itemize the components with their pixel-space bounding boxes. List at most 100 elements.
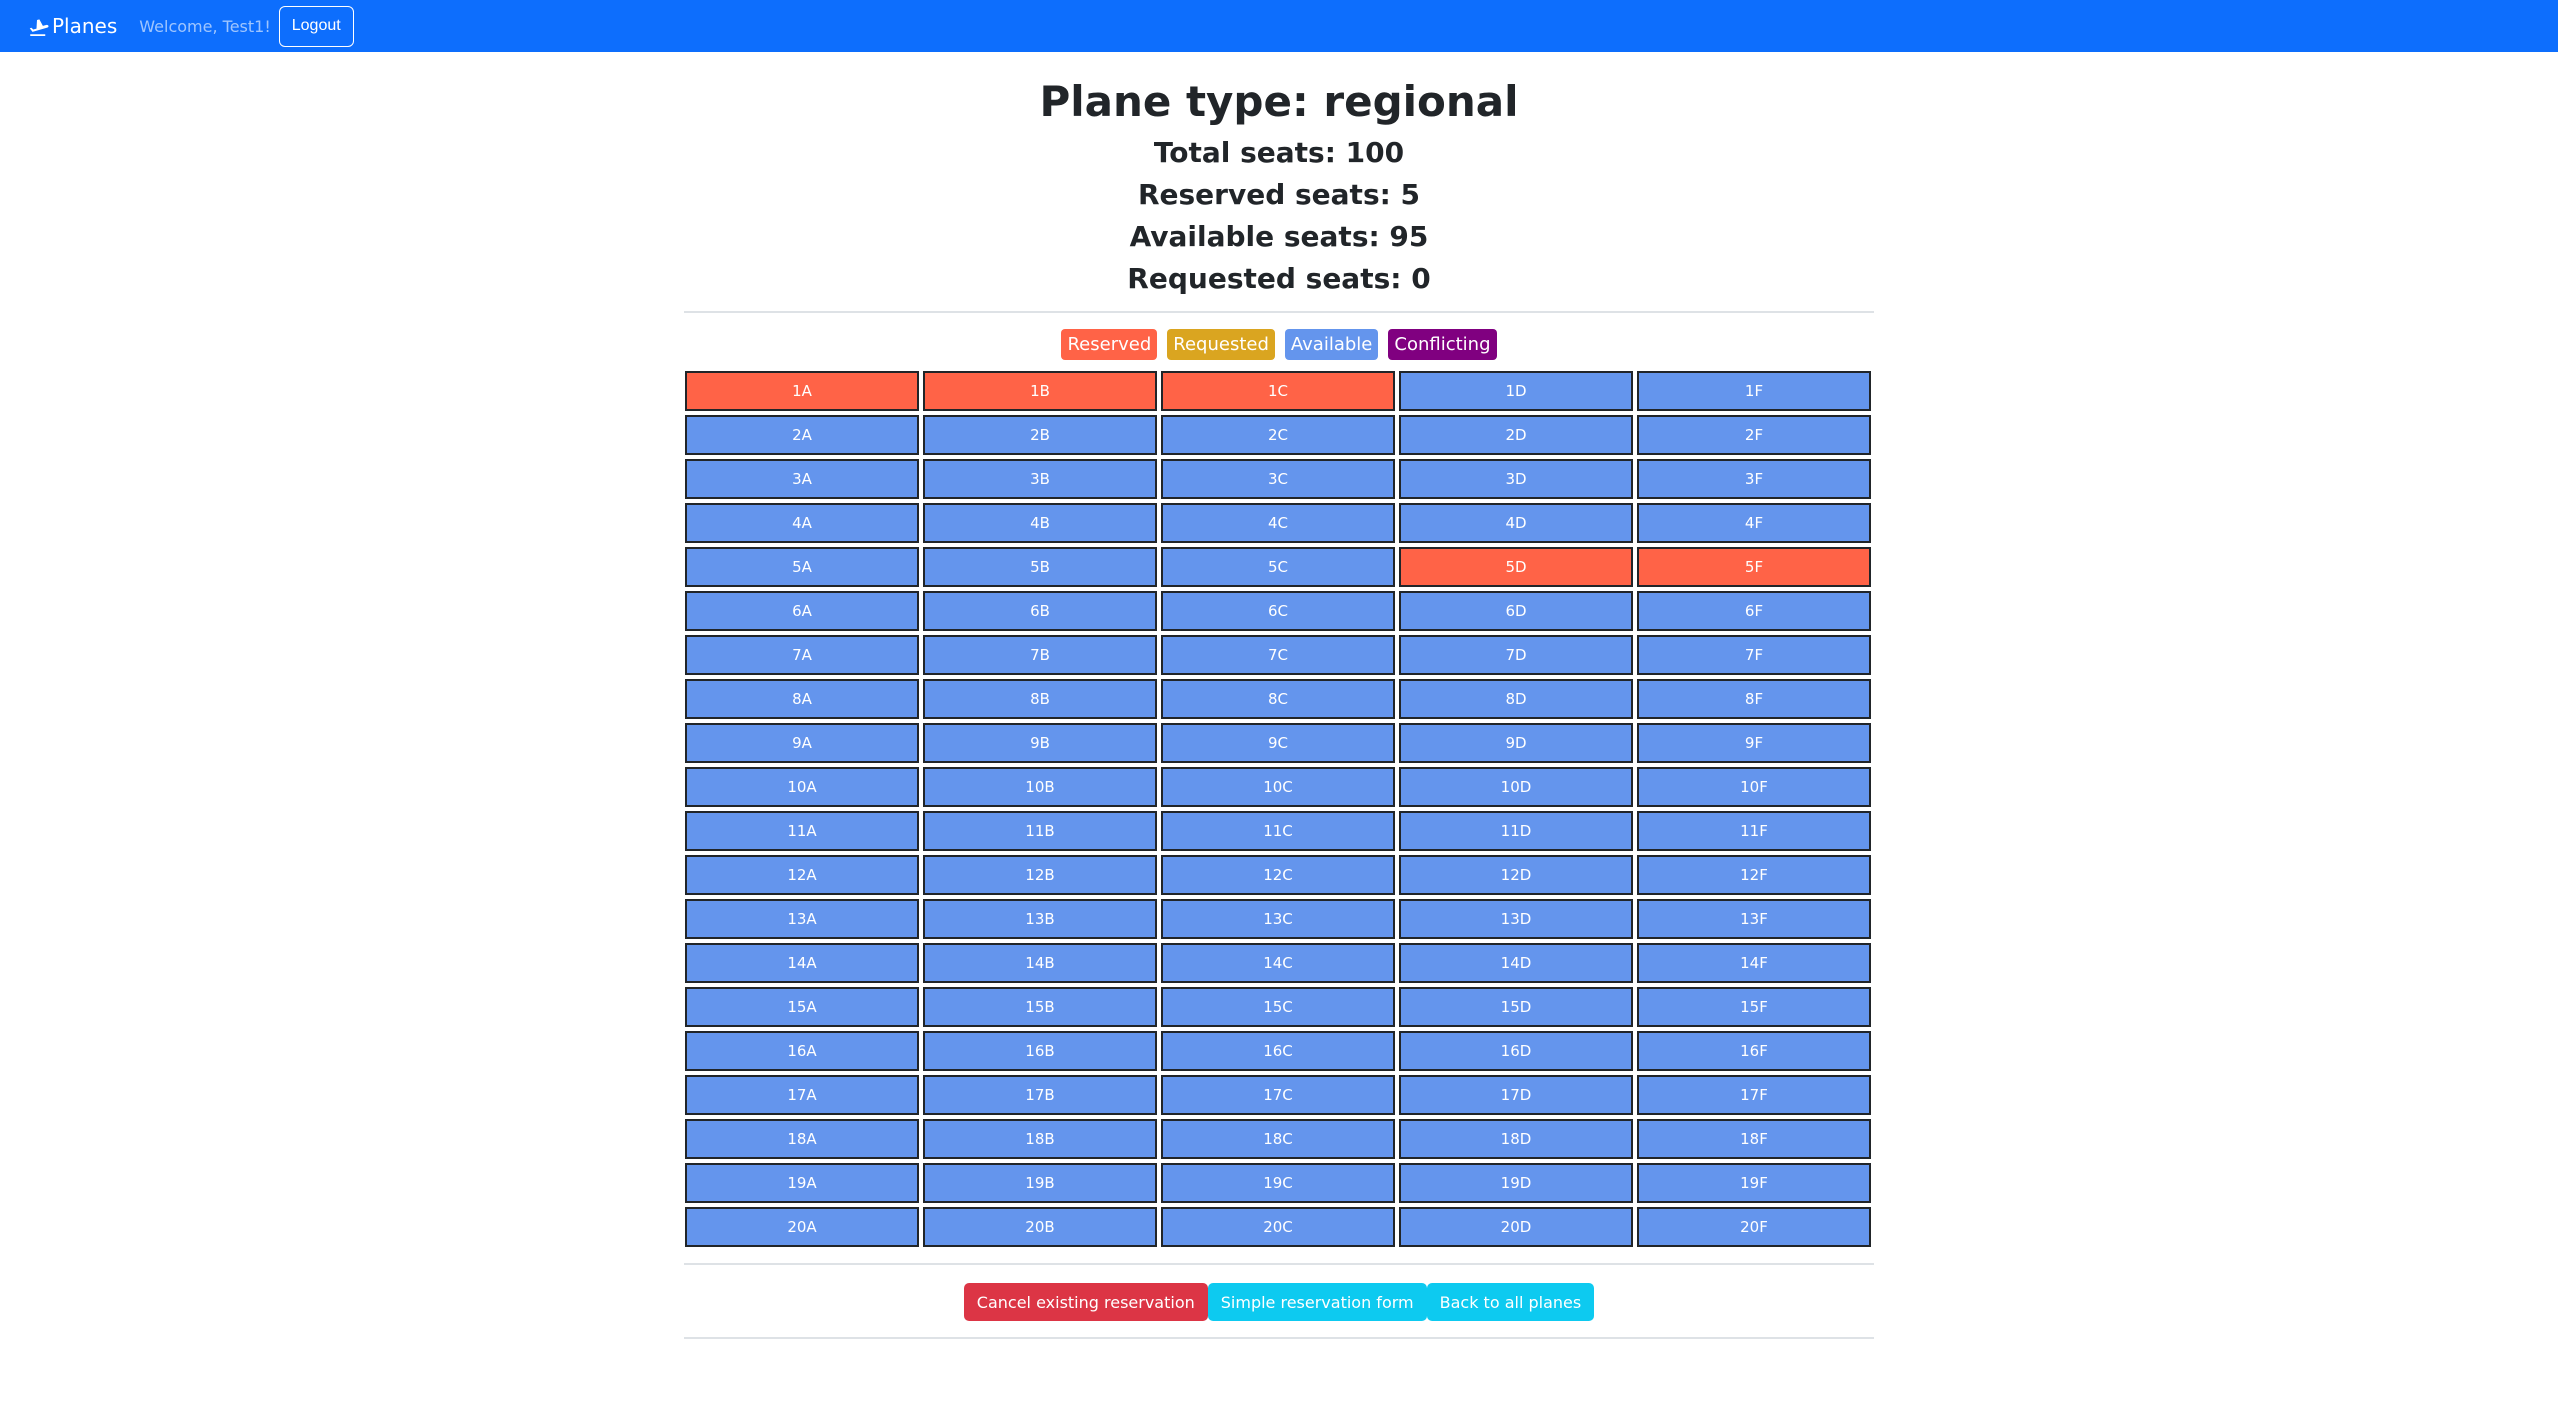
seat-button[interactable]: 16C — [1161, 1031, 1395, 1071]
seat-button[interactable]: 4F — [1637, 503, 1871, 543]
seat-button[interactable]: 1B — [923, 371, 1157, 411]
logout-button[interactable]: Logout — [278, 5, 354, 47]
seat-button[interactable]: 16A — [685, 1031, 919, 1071]
seat-button[interactable]: 12D — [1399, 855, 1633, 895]
seat-button[interactable]: 5F — [1637, 547, 1871, 587]
seat-button[interactable]: 1C — [1161, 371, 1395, 411]
seat-button[interactable]: 18F — [1637, 1119, 1871, 1159]
seat-button[interactable]: 15B — [923, 987, 1157, 1027]
seat-button[interactable]: 20B — [923, 1207, 1157, 1247]
seat-button[interactable]: 13C — [1161, 899, 1395, 939]
seat-button[interactable]: 5D — [1399, 547, 1633, 587]
seat-button[interactable]: 5B — [923, 547, 1157, 587]
seat-button[interactable]: 12A — [685, 855, 919, 895]
back-to-planes-button[interactable]: Back to all planes — [1426, 1283, 1595, 1321]
seat-button[interactable]: 7A — [685, 635, 919, 675]
seat-button[interactable]: 17D — [1399, 1075, 1633, 1115]
seat-button[interactable]: 2A — [685, 415, 919, 455]
seat-button[interactable]: 11B — [923, 811, 1157, 851]
seat-button[interactable]: 8C — [1161, 679, 1395, 719]
seat-button[interactable]: 15C — [1161, 987, 1395, 1027]
seat-button[interactable]: 15A — [685, 987, 919, 1027]
seat-button[interactable]: 8F — [1637, 679, 1871, 719]
seat-button[interactable]: 2C — [1161, 415, 1395, 455]
seat-button[interactable]: 20D — [1399, 1207, 1633, 1247]
seat-button[interactable]: 11A — [685, 811, 919, 851]
seat-button[interactable]: 13F — [1637, 899, 1871, 939]
seat-button[interactable]: 2D — [1399, 415, 1633, 455]
simple-reservation-form-button[interactable]: Simple reservation form — [1207, 1283, 1427, 1321]
seat-button[interactable]: 20C — [1161, 1207, 1395, 1247]
seat-button[interactable]: 10F — [1637, 767, 1871, 807]
seat-button[interactable]: 1A — [685, 371, 919, 411]
seat-button[interactable]: 6C — [1161, 591, 1395, 631]
seat-button[interactable]: 9B — [923, 723, 1157, 763]
seat-button[interactable]: 10C — [1161, 767, 1395, 807]
seat-button[interactable]: 7D — [1399, 635, 1633, 675]
seat-button[interactable]: 15F — [1637, 987, 1871, 1027]
seat-button[interactable]: 12C — [1161, 855, 1395, 895]
seat-button[interactable]: 2B — [923, 415, 1157, 455]
seat-button[interactable]: 14F — [1637, 943, 1871, 983]
cancel-reservation-button[interactable]: Cancel existing reservation — [963, 1283, 1208, 1321]
seat-button[interactable]: 10A — [685, 767, 919, 807]
seat-button[interactable]: 16F — [1637, 1031, 1871, 1071]
seat-button[interactable]: 18A — [685, 1119, 919, 1159]
seat-button[interactable]: 5C — [1161, 547, 1395, 587]
seat-button[interactable]: 18B — [923, 1119, 1157, 1159]
seat-button[interactable]: 3F — [1637, 459, 1871, 499]
seat-button[interactable]: 8B — [923, 679, 1157, 719]
seat-button[interactable]: 18C — [1161, 1119, 1395, 1159]
seat-button[interactable]: 19B — [923, 1163, 1157, 1203]
seat-button[interactable]: 10B — [923, 767, 1157, 807]
seat-button[interactable]: 9F — [1637, 723, 1871, 763]
seat-button[interactable]: 1D — [1399, 371, 1633, 411]
seat-button[interactable]: 16D — [1399, 1031, 1633, 1071]
seat-button[interactable]: 15D — [1399, 987, 1633, 1027]
seat-button[interactable]: 4D — [1399, 503, 1633, 543]
seat-button[interactable]: 11C — [1161, 811, 1395, 851]
seat-button[interactable]: 6A — [685, 591, 919, 631]
seat-button[interactable]: 11F — [1637, 811, 1871, 851]
seat-button[interactable]: 13D — [1399, 899, 1633, 939]
seat-button[interactable]: 14D — [1399, 943, 1633, 983]
seat-button[interactable]: 7B — [923, 635, 1157, 675]
seat-button[interactable]: 8D — [1399, 679, 1633, 719]
seat-button[interactable]: 14A — [685, 943, 919, 983]
seat-button[interactable]: 3B — [923, 459, 1157, 499]
seat-button[interactable]: 12B — [923, 855, 1157, 895]
seat-button[interactable]: 19A — [685, 1163, 919, 1203]
seat-button[interactable]: 19C — [1161, 1163, 1395, 1203]
seat-button[interactable]: 12F — [1637, 855, 1871, 895]
seat-button[interactable]: 19F — [1637, 1163, 1871, 1203]
seat-button[interactable]: 17A — [685, 1075, 919, 1115]
seat-button[interactable]: 18D — [1399, 1119, 1633, 1159]
seat-button[interactable]: 13B — [923, 899, 1157, 939]
seat-button[interactable]: 11D — [1399, 811, 1633, 851]
seat-button[interactable]: 9D — [1399, 723, 1633, 763]
seat-button[interactable]: 16B — [923, 1031, 1157, 1071]
seat-button[interactable]: 3D — [1399, 459, 1633, 499]
seat-button[interactable]: 6F — [1637, 591, 1871, 631]
seat-button[interactable]: 17F — [1637, 1075, 1871, 1115]
brand-link[interactable]: Planes — [29, 14, 117, 38]
seat-button[interactable]: 2F — [1637, 415, 1871, 455]
seat-button[interactable]: 20A — [685, 1207, 919, 1247]
seat-button[interactable]: 20F — [1637, 1207, 1871, 1247]
seat-button[interactable]: 14C — [1161, 943, 1395, 983]
seat-button[interactable]: 6D — [1399, 591, 1633, 631]
seat-button[interactable]: 13A — [685, 899, 919, 939]
seat-button[interactable]: 7F — [1637, 635, 1871, 675]
seat-button[interactable]: 17B — [923, 1075, 1157, 1115]
seat-button[interactable]: 5A — [685, 547, 919, 587]
seat-button[interactable]: 3C — [1161, 459, 1395, 499]
seat-button[interactable]: 4A — [685, 503, 919, 543]
seat-button[interactable]: 3A — [685, 459, 919, 499]
seat-button[interactable]: 4B — [923, 503, 1157, 543]
seat-button[interactable]: 1F — [1637, 371, 1871, 411]
seat-button[interactable]: 9A — [685, 723, 919, 763]
seat-button[interactable]: 9C — [1161, 723, 1395, 763]
seat-button[interactable]: 17C — [1161, 1075, 1395, 1115]
seat-button[interactable]: 7C — [1161, 635, 1395, 675]
seat-button[interactable]: 4C — [1161, 503, 1395, 543]
